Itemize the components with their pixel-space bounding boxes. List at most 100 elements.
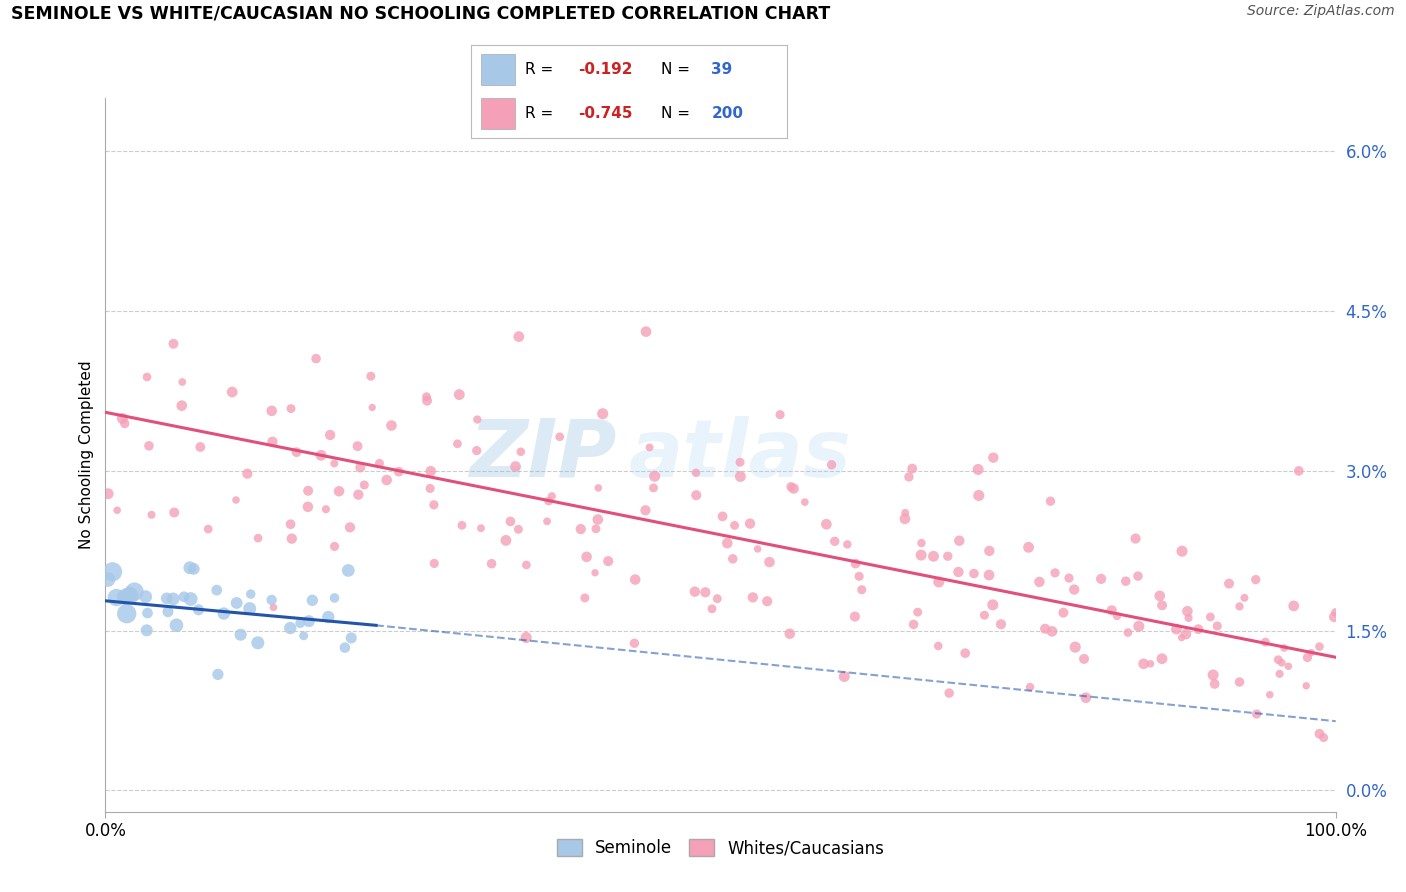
Point [1218, 576, 1240, 591]
Point [1149, 589, 1171, 603]
Point [247, 531, 270, 545]
Point [495, 533, 517, 548]
Text: Source: ZipAtlas.com: Source: ZipAtlas.com [1247, 4, 1395, 19]
Point [928, 575, 950, 590]
Point [588, 481, 610, 495]
Point [136, 606, 159, 620]
Point [973, 608, 995, 623]
Point [163, 506, 186, 520]
Point [319, 428, 342, 442]
Point [380, 418, 402, 433]
Point [948, 533, 970, 548]
Point [368, 456, 391, 470]
Point [375, 473, 398, 487]
Point [97, 573, 120, 587]
Point [301, 593, 323, 607]
Point [1295, 679, 1317, 693]
Point [1105, 609, 1128, 624]
Point [894, 512, 917, 526]
Point [508, 329, 530, 343]
Point [309, 448, 332, 462]
Point [585, 522, 607, 536]
Point [339, 520, 361, 534]
Point [741, 591, 763, 605]
Point [135, 624, 157, 638]
Point [292, 629, 315, 643]
Point [340, 631, 363, 645]
Point [706, 591, 728, 606]
Point [728, 455, 751, 469]
Point [1101, 603, 1123, 617]
Text: R =: R = [524, 62, 558, 77]
Point [1171, 544, 1194, 558]
Point [451, 518, 474, 533]
Point [353, 478, 375, 492]
Point [894, 506, 917, 520]
Point [1233, 591, 1256, 605]
Point [848, 569, 870, 583]
Point [262, 434, 284, 449]
Point [346, 439, 368, 453]
Point [114, 590, 136, 604]
Point [1258, 688, 1281, 702]
Point [416, 393, 439, 408]
Point [290, 616, 312, 631]
Point [141, 508, 163, 522]
Point [536, 514, 558, 528]
Point [105, 503, 128, 517]
Point [260, 593, 283, 607]
Point [423, 498, 446, 512]
Point [623, 636, 645, 650]
Point [569, 522, 592, 536]
Point [280, 517, 302, 532]
Point [634, 325, 657, 339]
Point [747, 541, 769, 556]
Point [977, 568, 1000, 582]
Point [643, 481, 665, 495]
Point [948, 565, 970, 579]
Point [305, 351, 328, 366]
Point [824, 534, 846, 549]
Point [1312, 731, 1334, 745]
Point [212, 607, 235, 621]
Point [758, 555, 780, 569]
Point [574, 591, 596, 605]
Point [1296, 650, 1319, 665]
Point [449, 387, 471, 401]
Point [499, 515, 522, 529]
Point [135, 590, 157, 604]
Point [1018, 541, 1040, 555]
Text: 200: 200 [711, 106, 744, 121]
Point [927, 639, 949, 653]
Point [721, 551, 744, 566]
Point [1073, 652, 1095, 666]
Point [183, 562, 205, 576]
Point [910, 548, 932, 562]
Point [465, 443, 488, 458]
Point [136, 370, 159, 384]
Point [360, 369, 382, 384]
Point [1288, 464, 1310, 478]
Point [1033, 622, 1056, 636]
Point [793, 495, 815, 509]
Point [1202, 668, 1225, 682]
Point [638, 441, 661, 455]
Point [1028, 574, 1050, 589]
Point [685, 488, 707, 502]
Point [1074, 690, 1097, 705]
Point [644, 469, 666, 483]
Point [907, 605, 929, 619]
Point [1282, 599, 1305, 613]
Point [1052, 606, 1074, 620]
Point [897, 470, 920, 484]
Point [540, 489, 562, 503]
Point [508, 522, 530, 536]
Point [333, 640, 356, 655]
Point [844, 609, 866, 624]
Point [938, 686, 960, 700]
Point [179, 560, 201, 574]
Point [548, 430, 571, 444]
Point [537, 494, 560, 508]
Point [1139, 657, 1161, 671]
Point [1254, 635, 1277, 649]
